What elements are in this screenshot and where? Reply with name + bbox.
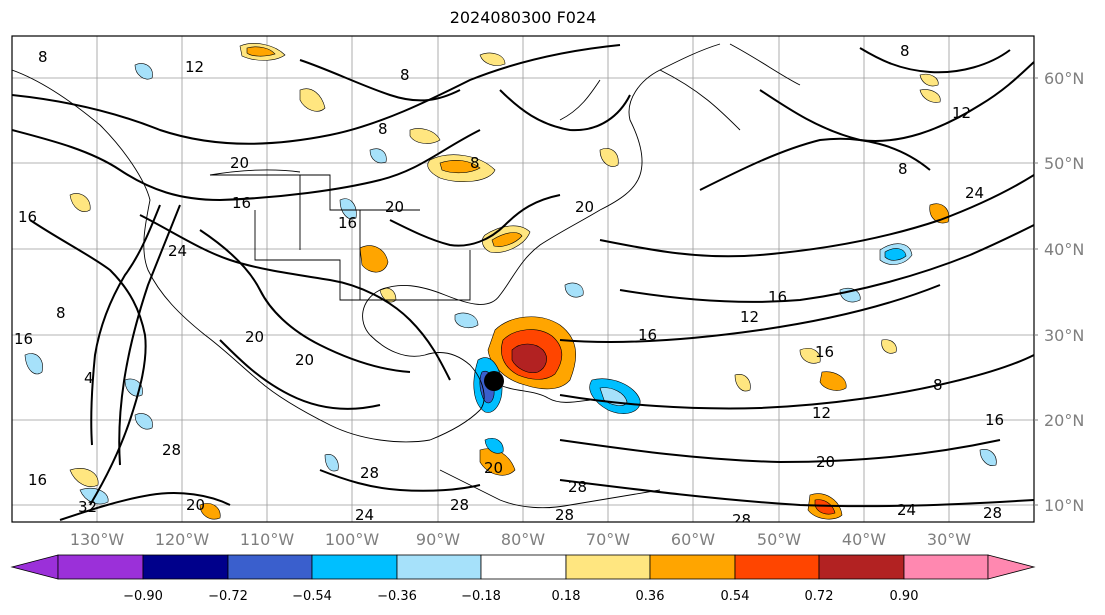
colorbar-ticks: −0.90 −0.72 −0.54 −0.36 −0.18 0.18 0.36 … <box>123 589 918 604</box>
longitude-label: 30°W <box>927 530 971 549</box>
contour-label: 8 <box>400 66 410 84</box>
contour-label: 24 <box>965 184 984 202</box>
colorbar <box>10 554 1036 580</box>
colorbar-tick-label: 0.18 <box>552 589 581 604</box>
contour-label: 28 <box>732 511 751 529</box>
colorbar-tick-label: −0.18 <box>461 589 501 604</box>
longitude-label: 110°W <box>240 530 295 549</box>
contour-label-group: 8 12 16 20 24 8 8 20 16 16 20 20 4 28 16… <box>14 42 1004 529</box>
colorbar-segment <box>396 554 482 580</box>
contour-label: 28 <box>568 478 587 496</box>
contour-label: 20 <box>245 328 264 346</box>
contour-label: 28 <box>360 464 379 482</box>
latitude-label: 20°N <box>1044 411 1084 430</box>
longitude-label: 40°W <box>842 530 886 549</box>
contour-label: 20 <box>484 459 503 477</box>
longitude-label: 80°W <box>501 530 545 549</box>
contour-label: 16 <box>28 471 47 489</box>
longitude-label: 60°W <box>671 530 715 549</box>
colorbar-tick-label: −0.72 <box>208 589 248 604</box>
latitude-label: 10°N <box>1044 496 1084 515</box>
contour-label: 16 <box>985 411 1004 429</box>
colorbar-segment <box>311 554 398 580</box>
longitude-axis: 130°W 120°W 110°W 100°W 90°W 80°W 70°W 6… <box>70 530 971 549</box>
contour-label: 12 <box>740 308 759 326</box>
colorbar-segment <box>565 554 651 580</box>
contour-label: 8 <box>933 376 943 394</box>
colorbar-tick-label: 0.36 <box>636 589 665 604</box>
colorbar-segment <box>227 554 313 580</box>
contour-label: 20 <box>385 198 404 216</box>
contour-label: 20 <box>295 351 314 369</box>
map-title: 2024080300 F024 <box>449 8 597 27</box>
colorbar-tick-label: −0.36 <box>377 589 417 604</box>
contour-lines <box>12 44 1034 521</box>
contour-label: 16 <box>768 288 787 306</box>
colorbar-segment <box>142 554 229 580</box>
contour-label: 12 <box>185 58 204 76</box>
contour-label: 24 <box>897 501 916 519</box>
colorbar-extend-high <box>987 554 1036 580</box>
contour-label: 8 <box>900 42 910 60</box>
longitude-label: 130°W <box>70 530 125 549</box>
contour-label: 8 <box>470 154 480 172</box>
contour-label: 28 <box>450 496 469 514</box>
colorbar-tick-label: 0.90 <box>890 589 919 604</box>
longitude-label: 50°W <box>757 530 801 549</box>
coastlines <box>12 43 801 509</box>
longitude-label: 100°W <box>325 530 380 549</box>
contour-label: 16 <box>638 326 657 344</box>
contour-label: 32 <box>78 498 97 516</box>
contour-label: 20 <box>816 453 835 471</box>
contour-label: 24 <box>355 506 374 524</box>
contour-label: 16 <box>18 208 37 226</box>
longitude-label: 90°W <box>416 530 460 549</box>
contour-label: 20 <box>230 154 249 172</box>
contour-label: 8 <box>378 120 388 138</box>
latitude-label: 60°N <box>1044 69 1084 88</box>
map-border <box>11 35 1035 523</box>
latitude-label: 50°N <box>1044 154 1084 173</box>
longitude-label: 70°W <box>586 530 630 549</box>
contour-label: 8 <box>56 304 66 322</box>
contour-label: 20 <box>186 496 205 514</box>
colorbar-segment <box>57 554 144 580</box>
colorbar-tick-label: −0.90 <box>123 589 163 604</box>
latitude-label: 40°N <box>1044 240 1084 259</box>
contour-label: 12 <box>952 104 971 122</box>
colorbar-tick-label: 0.54 <box>721 589 750 604</box>
contour-label: 24 <box>168 242 187 260</box>
gridlines <box>12 36 1034 522</box>
contour-label: 4 <box>84 369 94 387</box>
contour-label: 16 <box>815 343 834 361</box>
contour-label: 28 <box>555 506 574 524</box>
contour-label: 12 <box>812 404 831 422</box>
contour-label: 16 <box>338 214 357 232</box>
map-area: 8 12 16 20 24 8 8 20 16 16 20 20 4 28 16… <box>12 36 1034 529</box>
colorbar-segment <box>649 554 736 580</box>
contour-label: 8 <box>898 160 908 178</box>
contour-label: 8 <box>38 48 48 66</box>
colorbar-segment <box>734 554 820 580</box>
contour-label: 28 <box>162 441 181 459</box>
colorbar-segment <box>818 554 905 580</box>
latitude-label: 30°N <box>1044 326 1084 345</box>
colorbar-tick-label: 0.72 <box>805 589 834 604</box>
contour-label: 28 <box>983 504 1002 522</box>
contour-label: 16 <box>232 194 251 212</box>
storm-center-marker <box>484 371 504 391</box>
contour-label: 20 <box>575 198 594 216</box>
colorbar-segment <box>480 554 567 580</box>
shaded-field <box>24 43 997 520</box>
longitude-label: 120°W <box>155 530 210 549</box>
colorbar-tick-label: −0.54 <box>292 589 332 604</box>
contour-label: 16 <box>14 330 33 348</box>
latitude-axis: 60°N 50°N 40°N 30°N 20°N 10°N <box>1034 69 1084 515</box>
colorbar-segment <box>903 554 989 580</box>
colorbar-extend-low <box>10 554 59 580</box>
